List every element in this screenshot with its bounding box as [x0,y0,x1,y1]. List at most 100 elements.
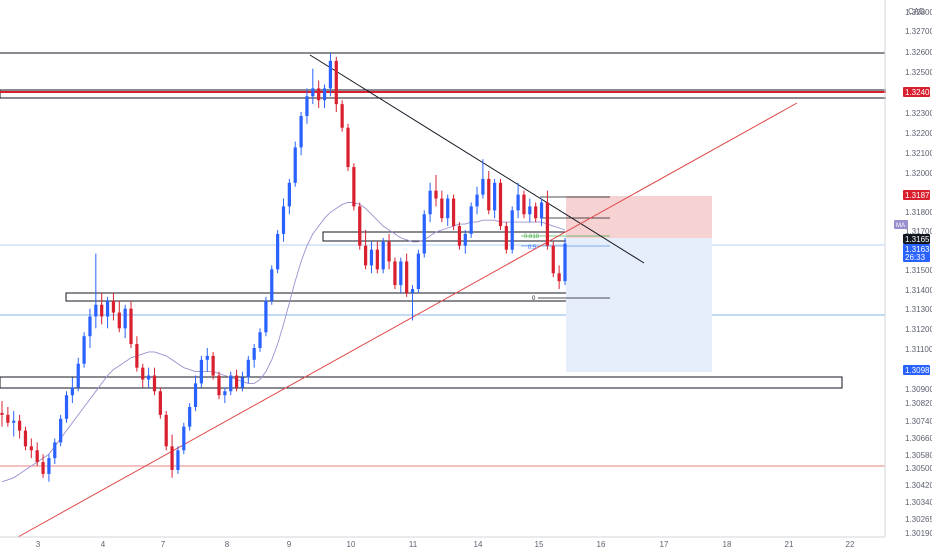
price-tick-label: 1.30420 [905,481,932,490]
candle-down [35,450,39,463]
candle-up [12,420,16,423]
candle-down [100,304,104,317]
candle-up [94,304,98,317]
candle-up [493,182,497,211]
candle-down [111,300,116,313]
candle-up [229,375,233,392]
price-tag [903,87,930,97]
descending-trendline[interactable] [309,54,645,264]
time-tick-label: 17 [660,540,669,549]
candle-up [240,377,245,388]
candle-up [299,115,303,148]
price-tag-label: 1.31631 [905,245,932,254]
candle-down [346,127,350,168]
currency-label: CAD [908,7,925,16]
indicator-badge-label: MA [896,223,905,229]
candle-up [193,383,198,407]
candle-down [129,308,133,345]
price-tick-label: 1.32800 [905,8,932,17]
candles-group[interactable] [0,53,567,482]
candle-up [328,60,333,89]
candle-down [387,241,391,262]
price-tick-label: 1.32100 [905,149,932,158]
time-tick-label: 14 [474,540,483,549]
price-tick-label: 1.31500 [905,266,932,275]
candle-up [223,391,227,396]
time-tick-label: 16 [597,540,606,549]
candle-up [516,194,520,211]
candle-up [287,182,291,207]
candle-down [522,194,526,215]
price-tag-label: 1.31657 [905,235,932,244]
price-tag [903,365,930,375]
candle-up [428,190,432,215]
candle-up [270,269,274,301]
price-tick-label: 1.32200 [905,129,932,138]
price-tag [903,234,930,244]
candle-down [405,261,409,293]
price-tick-label: 1.30660 [905,434,932,443]
price-tick-label: 1.32300 [905,109,932,118]
candle-down [498,182,503,227]
candle-down [170,446,174,470]
price-tag [903,190,930,200]
candle-up [47,458,51,474]
candle-up [88,316,92,337]
candle-up [281,206,286,234]
candle-down [41,462,45,474]
price-tag-label: 1.30987 [905,366,932,375]
candle-down [551,245,555,274]
price-tick-label: 1.30740 [905,417,932,426]
time-tick-label: 3 [36,540,41,549]
candle-up [147,375,151,380]
candle-up [246,359,250,378]
candle-down [457,226,462,246]
candle-up [481,178,485,195]
demand-zone-box[interactable] [0,376,843,389]
candle-down [141,367,145,380]
candle-up [64,395,69,419]
price-tick-label: 1.30190 [905,529,932,538]
time-tick-label: 4 [101,540,106,549]
candle-up [422,214,426,254]
take-profit-zone[interactable] [566,238,712,372]
candle-down [234,375,239,388]
stop-loss-zone[interactable] [566,196,712,238]
candle-down [217,375,221,396]
candle-up [176,450,180,470]
price-tick-label: 1.31800 [905,208,932,217]
price-tick-label: 1.31300 [905,305,932,314]
price-tag [903,244,930,254]
candle-down [363,245,368,266]
candle-up [539,202,544,219]
time-axis[interactable]: 3 4 7 8 9 10 11 14 15 16 17 18 21 22 [36,540,855,549]
indicator-badge[interactable] [894,220,908,229]
fib-05-label: 0.5 [528,245,537,251]
candle-up [258,332,262,348]
candle-up [70,387,74,396]
candle-down [487,178,491,211]
candle-down [534,206,538,219]
time-tick-label: 15 [535,540,544,549]
ascending-trendline[interactable] [17,102,798,538]
candle-up [53,442,57,459]
candle-up [252,348,256,360]
price-tick-label: 1.32000 [905,169,932,178]
candle-up [528,206,532,215]
time-tick-label: 7 [161,540,166,549]
candle-down [135,344,139,368]
time-tick-label: 9 [287,540,292,549]
candle-down [545,202,550,246]
candle-up [76,363,80,388]
candle-up [293,147,297,183]
candle-down [0,412,4,415]
candle-down [334,60,338,105]
price-axis-ticks: 1.32800 1.32700 1.32600 1.32500 1.32300 1.322… [905,8,932,538]
time-tick-label: 21 [785,540,794,549]
candle-down [6,414,10,423]
candle-down [158,391,162,415]
